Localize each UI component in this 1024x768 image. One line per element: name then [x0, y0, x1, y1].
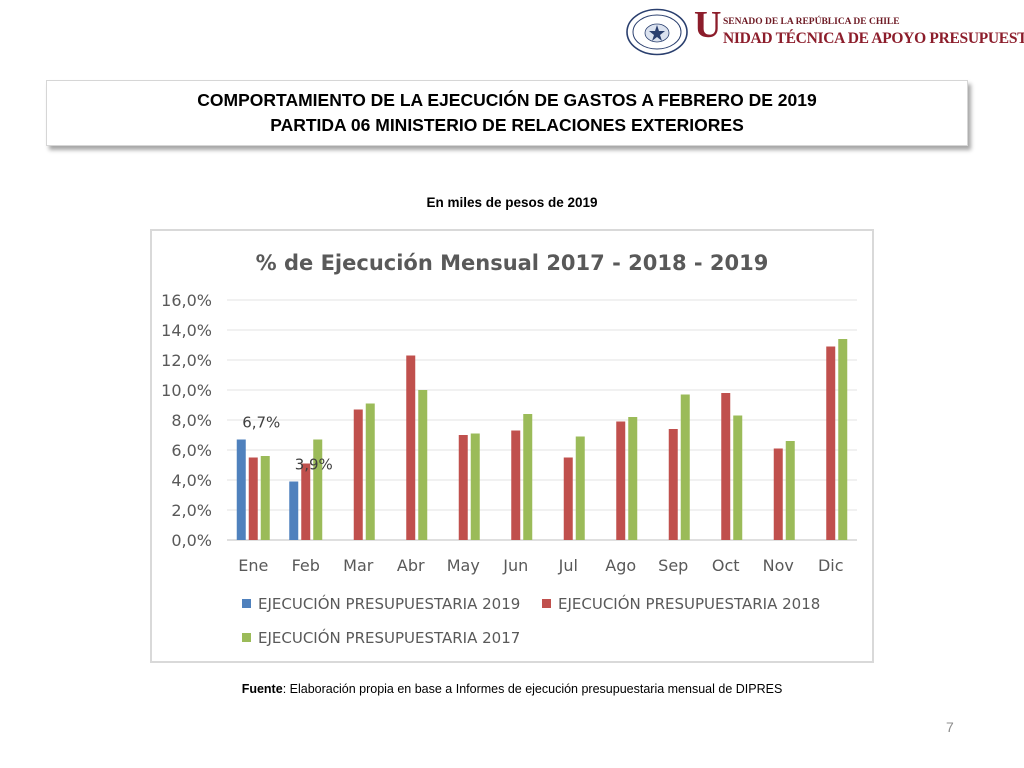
y-tick-label: 4,0% — [171, 471, 212, 490]
x-tick-label: May — [447, 556, 480, 575]
bar-jul-series-2 — [575, 436, 585, 540]
bar-ene-series-1 — [248, 457, 258, 540]
legend-label: EJECUCIÓN PRESUPUESTARIA 2017 — [258, 628, 520, 647]
x-tick-label: Oct — [712, 556, 740, 575]
bar-ago-series-2 — [628, 417, 638, 540]
bar-jun-series-1 — [511, 430, 521, 540]
x-tick-label: Abr — [397, 556, 425, 575]
bar-jun-series-2 — [523, 414, 533, 540]
chart-title: % de Ejecución Mensual 2017 - 2018 - 201… — [256, 251, 769, 275]
page-title-line-2: PARTIDA 06 MINISTERIO DE RELACIONES EXTE… — [270, 115, 744, 135]
x-tick-label: Jun — [502, 556, 528, 575]
legend-swatch — [242, 633, 251, 642]
page-number: 7 — [946, 719, 954, 735]
bar-abr-series-2 — [418, 390, 428, 540]
bar-may-series-1 — [458, 435, 468, 540]
bar-feb-series-2 — [313, 439, 323, 540]
bar-feb-series-1 — [301, 463, 311, 540]
bar-abr-series-1 — [406, 355, 416, 540]
source-text: : Elaboración propia en base a Informes … — [282, 682, 783, 696]
legend-swatch — [542, 599, 551, 608]
data-label: 6,7% — [242, 414, 280, 432]
brand-main-text: NIDAD TÉCNICA DE APOYO PRESUPUESTARIO — [723, 30, 1024, 47]
x-tick-label: Ene — [238, 556, 268, 575]
source-label: Fuente — [241, 682, 283, 696]
chart-frame: % de Ejecución Mensual 2017 - 2018 - 201… — [150, 229, 874, 663]
bar-dic-series-1 — [826, 346, 836, 540]
x-tick-label: Ago — [605, 556, 636, 575]
y-tick-label: 2,0% — [171, 501, 212, 520]
bar-ene-series-2 — [260, 456, 270, 540]
bar-nov-series-2 — [785, 441, 795, 540]
bar-feb-series-0 — [289, 481, 299, 540]
page-subtitle: En miles de pesos de 2019 — [426, 195, 598, 210]
x-tick-label: Mar — [343, 556, 374, 575]
y-tick-label: 6,0% — [171, 441, 212, 460]
legend-label: EJECUCIÓN PRESUPUESTARIA 2018 — [558, 594, 820, 613]
legend-label: EJECUCIÓN PRESUPUESTARIA 2019 — [258, 594, 520, 613]
bar-oct-series-2 — [733, 415, 743, 540]
bar-may-series-2 — [470, 433, 480, 540]
execution-bar-chart: % de Ejecución Mensual 2017 - 2018 - 201… — [161, 251, 857, 647]
bar-ene-series-0 — [236, 439, 246, 540]
x-tick-label: Jul — [558, 556, 578, 575]
x-tick-label: Nov — [763, 556, 794, 575]
y-tick-label: 16,0% — [161, 291, 212, 310]
y-tick-label: 12,0% — [161, 351, 212, 370]
legend-swatch — [242, 599, 251, 608]
bar-mar-series-1 — [353, 409, 363, 540]
bar-nov-series-1 — [773, 448, 783, 540]
page-title-line-1: COMPORTAMIENTO DE LA EJECUCIÓN DE GASTOS… — [197, 90, 817, 110]
y-tick-label: 10,0% — [161, 381, 212, 400]
title-box: COMPORTAMIENTO DE LA EJECUCIÓN DE GASTOS… — [46, 80, 968, 146]
senado-seal-icon — [626, 8, 688, 56]
data-label: 3,9% — [295, 456, 333, 474]
y-tick-label: 8,0% — [171, 411, 212, 430]
brand-initial: U — [694, 4, 722, 46]
x-tick-label: Sep — [658, 556, 688, 575]
brand-top-text: SENADO DE LA REPÚBLICA DE CHILE — [723, 17, 900, 27]
bar-sep-series-1 — [668, 429, 678, 540]
bar-sep-series-2 — [680, 394, 690, 540]
y-tick-label: 0,0% — [171, 531, 212, 550]
bar-dic-series-2 — [838, 339, 848, 540]
header-logo: U SENADO DE LA REPÚBLICA DE CHILE NIDAD … — [626, 4, 1024, 58]
bar-oct-series-1 — [721, 393, 731, 540]
y-tick-label: 14,0% — [161, 321, 212, 340]
source-note: Fuente: Elaboración propia en base a Inf… — [0, 682, 1024, 696]
bar-jul-series-1 — [563, 457, 573, 540]
x-tick-label: Feb — [292, 556, 320, 575]
x-tick-label: Dic — [818, 556, 844, 575]
bar-mar-series-2 — [365, 403, 375, 540]
bar-ago-series-1 — [616, 421, 626, 540]
